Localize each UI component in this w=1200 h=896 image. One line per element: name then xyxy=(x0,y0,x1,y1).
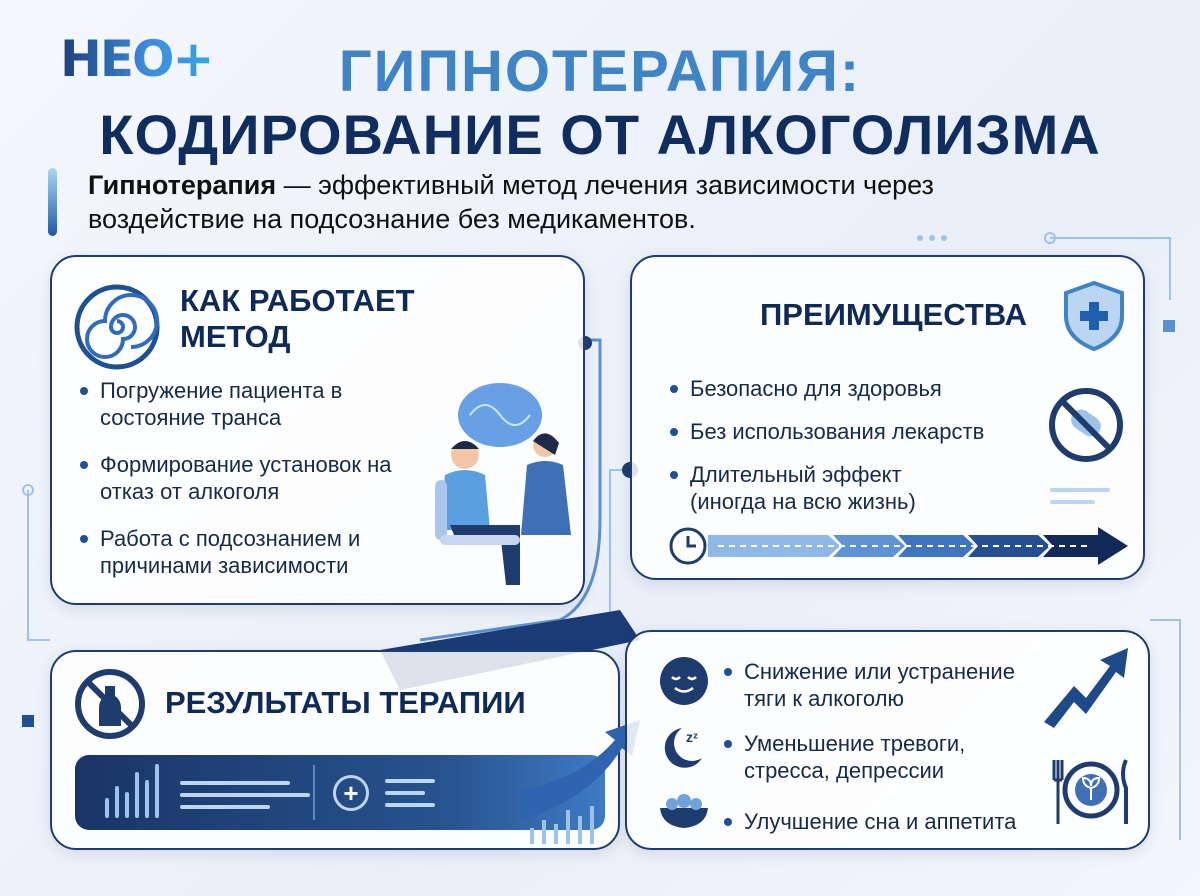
results-list: Снижение или устранение тяги к алкоголю … xyxy=(722,658,1052,835)
timeline-arrow xyxy=(669,527,1128,565)
rising-arrow xyxy=(520,720,640,844)
benefits-title: ПРЕИМУЩЕСТВА xyxy=(760,297,1028,332)
list-item: Работа с подсознанием и причинами зависи… xyxy=(78,525,438,579)
benefits-list: Безопасно для здоровья Без использования… xyxy=(668,375,1048,515)
calm-face-icon xyxy=(660,657,708,705)
spiral-icon xyxy=(74,284,160,370)
list-item: Уменьшение тревоги, стресса, депрессии xyxy=(722,730,1052,784)
growth-arrow-icon xyxy=(1044,648,1128,728)
mini-bar xyxy=(125,792,129,818)
method-list: Погружение пациента в состояние транса Ф… xyxy=(78,377,438,579)
plus-icon: + xyxy=(333,775,369,811)
logo: НЕО+ xyxy=(60,30,214,88)
list-item: Улучшение сна и аппетита xyxy=(722,808,1052,835)
deco-line xyxy=(385,779,435,783)
no-alcohol-icon xyxy=(75,669,145,739)
deco-line xyxy=(180,793,310,797)
mini-bar xyxy=(105,798,109,818)
intro-text: Гипнотерапия — эффективный метод лечения… xyxy=(88,168,1088,236)
results-band: + xyxy=(75,755,605,830)
intro-rest: — эффективный метод лечения зависимости … xyxy=(88,170,934,234)
deco-line xyxy=(385,803,435,807)
list-item: Длительный эффект (иногда на всю жизнь) xyxy=(668,461,968,515)
plate-cutlery-icon xyxy=(1052,759,1128,824)
mini-bar xyxy=(155,764,159,818)
mini-bar xyxy=(135,772,139,818)
mini-bar xyxy=(145,780,149,818)
intro-accent-bar xyxy=(48,168,57,236)
deco-line xyxy=(1050,488,1110,492)
intro-bold: Гипнотерапия xyxy=(88,170,277,200)
deco-line xyxy=(180,781,290,785)
divider xyxy=(313,765,315,820)
results-title: РЕЗУЛЬТАТЫ ТЕРАПИИ xyxy=(165,685,526,720)
moon-sleep-icon: zᶻ xyxy=(664,728,702,768)
no-pills-icon xyxy=(1049,388,1123,462)
results-list-card xyxy=(625,630,1150,850)
list-item: Формирование установок на отказ от алког… xyxy=(78,451,438,505)
list-item: Снижение или устранение тяги к алкоголю xyxy=(722,658,1052,712)
deco-line xyxy=(1050,500,1095,504)
deco-line xyxy=(385,791,425,795)
therapy-illustration xyxy=(435,383,571,585)
mini-bar xyxy=(115,786,119,818)
list-item: Без использования лекарств xyxy=(668,418,1048,445)
shield-plus-icon xyxy=(1064,280,1124,352)
page-title-line2: КОДИРОВАНИЕ ОТ АЛКОГОЛИЗМА xyxy=(99,103,1101,166)
list-item: Безопасно для здоровья xyxy=(668,375,1048,402)
deco-line xyxy=(180,805,270,809)
food-bowl-icon xyxy=(660,794,708,828)
page-title-line1: ГИПНОТЕРАПИЯ: xyxy=(338,39,862,104)
svg-text:zᶻ: zᶻ xyxy=(686,729,698,745)
method-title: КАК РАБОТАЕТ МЕТОД xyxy=(180,283,415,354)
list-item: Погружение пациента в состояние транса xyxy=(78,377,438,431)
